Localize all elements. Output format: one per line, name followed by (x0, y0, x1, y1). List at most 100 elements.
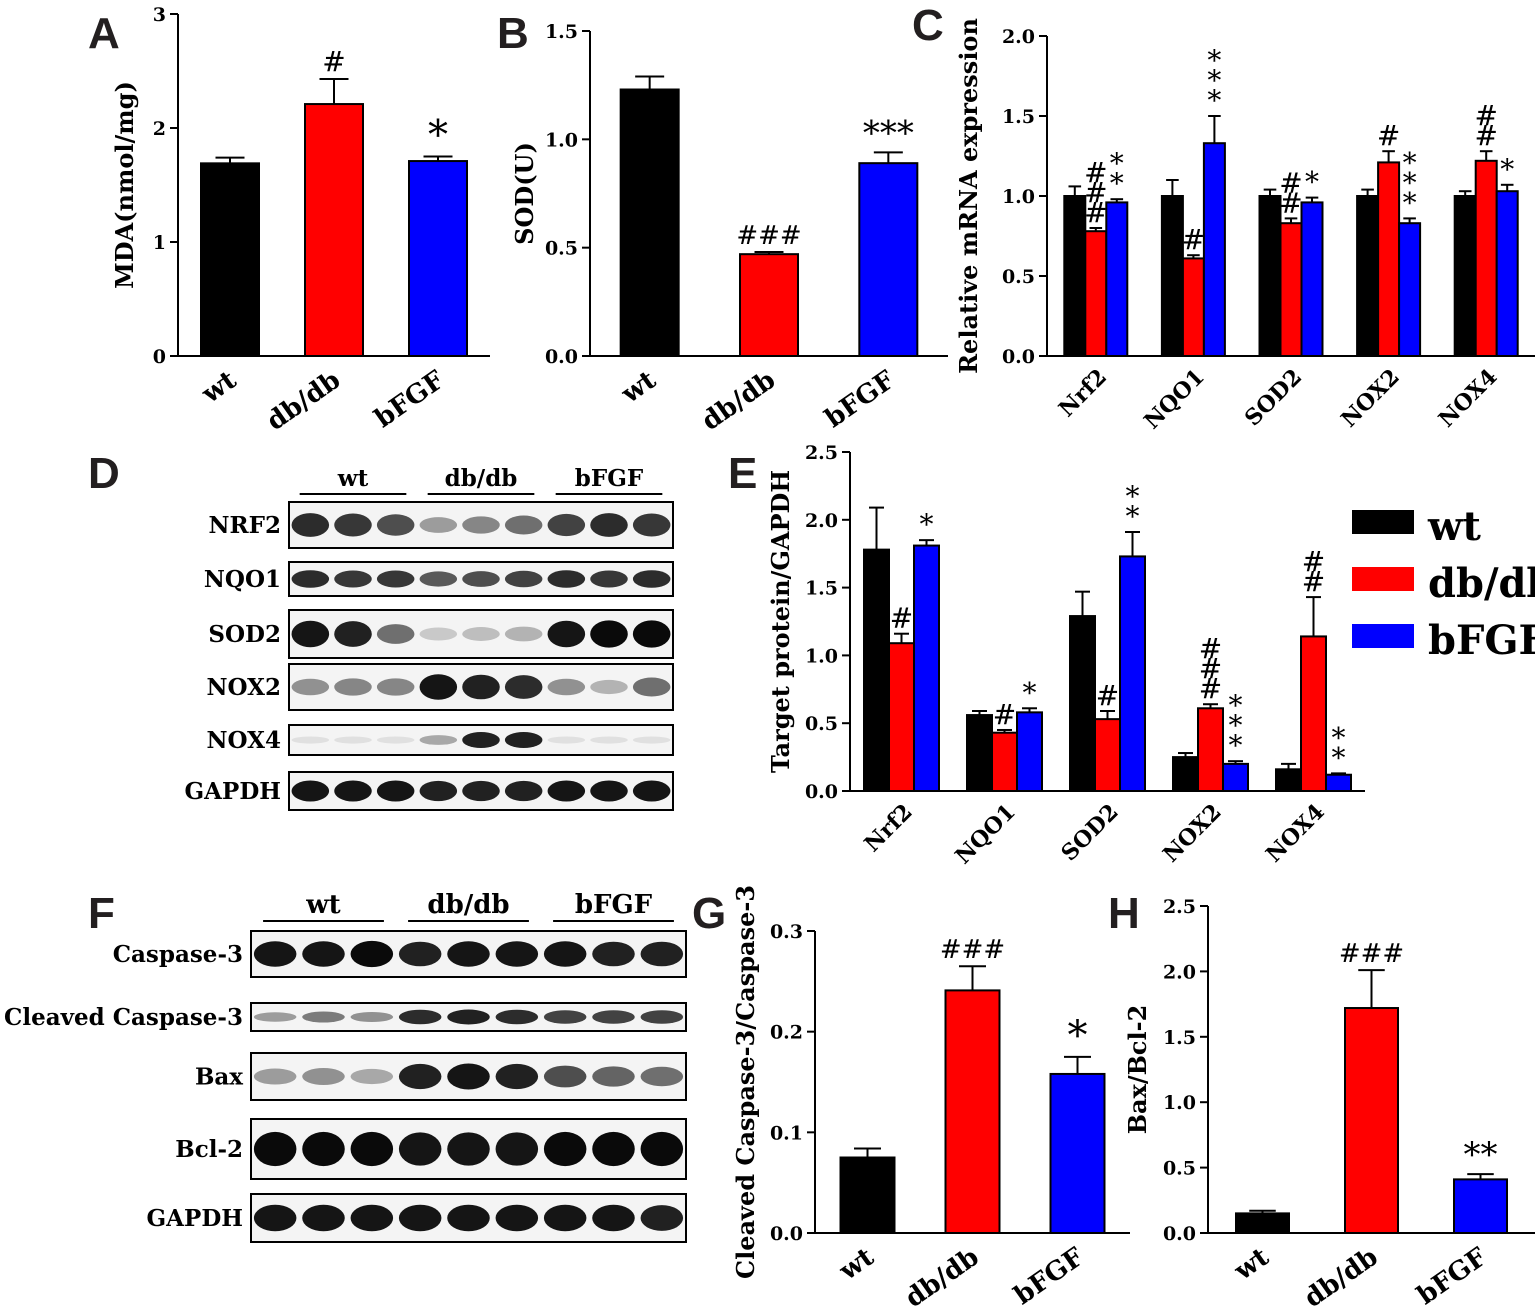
legend-label-bFGF: bFGF (1428, 617, 1535, 664)
blot-band-GAPDH (447, 1204, 490, 1232)
annotation-symbol: * (1403, 146, 1417, 179)
blot-band-Caspase-3 (398, 941, 442, 967)
blot-band-SOD2 (376, 624, 415, 644)
bar-C-SOD2-db/db (1279, 222, 1303, 357)
blot-band-Caspase-3 (253, 941, 297, 967)
blot-row-label-GAPDH: GAPDH (147, 1205, 243, 1232)
bar-C-NQO1-wt (1160, 195, 1184, 357)
bar-C-NOX2-db/db (1377, 161, 1401, 357)
bar-B-bFGF (858, 162, 919, 357)
blot-band-NOX2 (419, 674, 458, 700)
annotation-symbol: * (1110, 167, 1124, 200)
blot-band-NQO1 (419, 571, 458, 587)
blot-band-Cleaved Caspase-3 (592, 1010, 635, 1024)
bar-A-db/db (304, 103, 364, 357)
blot-band-NOX4 (632, 736, 671, 744)
annotation-symbol: * (1126, 500, 1140, 533)
bar-E-SOD2-bFGF (1119, 555, 1146, 792)
bar-G-wt (839, 1156, 896, 1234)
bar-C-Nrf2-db/db (1084, 230, 1108, 357)
legend-swatch-db/db (1352, 567, 1414, 591)
annotation-symbol: # (1084, 196, 1107, 229)
blot-band-NRF2 (334, 513, 372, 537)
annotation-A-bFGF: * (428, 113, 448, 159)
annotation-symbol: * (1332, 721, 1346, 754)
blot-band-NRF2 (376, 514, 415, 536)
bar-E-NOX2-wt (1172, 756, 1199, 792)
y-tick-label-E: 0.5 (805, 713, 838, 735)
blot-band-Cleaved Caspase-3 (350, 1011, 394, 1023)
blot-band-SOD2 (291, 620, 330, 648)
y-tick-label-E: 0.0 (805, 781, 838, 803)
panel-label-A: A (88, 9, 120, 58)
annotation-symbol: * (1403, 166, 1417, 199)
blot-band-NQO1 (632, 570, 671, 588)
y-axis-label-B: SOD(U) (510, 142, 539, 245)
y-tick-label-A: 0 (153, 346, 166, 368)
annotation-symbol: * (1403, 186, 1417, 219)
annotation-G-db/db: ### (940, 935, 1005, 965)
annotation-B-db/db: ### (736, 221, 801, 251)
blot-band-Bax (350, 1068, 394, 1085)
blot-F-western: wt db/db bFGF Caspase-3 Cleaved Caspase-3 Bax… (4, 890, 687, 1243)
legend-swatch-wt (1352, 510, 1414, 534)
y-tick-label-C: 1.0 (1002, 186, 1035, 208)
blot-band-NQO1 (291, 570, 330, 588)
annotation-C-SOD2-bFGF: * (1305, 166, 1319, 199)
bar-E-NOX2-bFGF (1222, 762, 1249, 793)
bar-E-NOX4-db/db (1300, 635, 1327, 793)
blot-row-label-GAPDH: GAPDH (185, 778, 281, 805)
blot-row-label-SOD2: SOD2 (208, 621, 281, 648)
blot-band-Caspase-3 (592, 941, 635, 967)
blot-band-GAPDH (547, 780, 586, 802)
annotation-B-bFGF: *** (863, 113, 914, 153)
blot-band-NRF2 (462, 516, 500, 534)
y-tick-label-C: 0.5 (1002, 266, 1035, 288)
annotation-C-Nrf2-db/db: ### (1084, 156, 1107, 229)
annotation-E-NOX2-db/db: ### (1199, 632, 1222, 705)
y-tick-label-H: 0.5 (1163, 1158, 1196, 1180)
annotation-symbol: # (1279, 166, 1302, 199)
y-axis-label-H: Bax/Bcl-2 (1123, 1005, 1152, 1135)
annotation-symbol: * (920, 508, 934, 541)
blot-band-NQO1 (590, 570, 628, 588)
blot-row-label-Bcl-2: Bcl-2 (175, 1136, 243, 1163)
category-label-A: bFGF (369, 365, 450, 434)
annotation-symbol: * (1332, 741, 1346, 774)
blot-band-NOX4 (334, 736, 372, 744)
bar-E-NOX4-bFGF (1325, 773, 1352, 793)
annotation-C-SOD2-db/db: ## (1279, 166, 1302, 219)
annotation-symbol: * (1110, 147, 1124, 180)
blot-band-Bax (447, 1063, 490, 1090)
group-label-wt: wt (305, 890, 340, 920)
bar-C-NOX4-db/db (1474, 159, 1498, 357)
blot-band-GAPDH (350, 1204, 394, 1232)
panel-label-B: B (497, 9, 529, 58)
blot-band-NOX4 (419, 735, 458, 745)
y-axis-label-G: Cleaved Caspase-3/Caspase-3 (731, 885, 760, 1279)
blot-band-Caspase-3 (495, 941, 539, 967)
category-label-E: NOX4 (1261, 799, 1330, 868)
annotation-E-NOX4-bFGF: ** (1332, 721, 1346, 774)
blot-band-NOX4 (376, 736, 415, 744)
annotation-E-NQO1-bFGF: * (1023, 676, 1037, 709)
bar-E-SOD2-wt (1069, 615, 1096, 792)
bar-E-NOX4-wt (1275, 768, 1302, 793)
bar-C-NQO1-db/db (1181, 257, 1205, 357)
annotation-symbol: * (1229, 729, 1243, 762)
group-label-bFGF: bFGF (575, 465, 644, 492)
bar-E-NQO1-wt (966, 714, 993, 793)
blot-band-GAPDH (302, 1204, 345, 1232)
annotation-C-NOX4-db/db: ## (1474, 99, 1497, 152)
bar-G-db/db (944, 989, 1001, 1234)
blot-band-NOX2 (376, 678, 415, 696)
bar-C-NOX2-wt (1356, 195, 1380, 357)
group-label-db/db: db/db (445, 465, 518, 492)
bar-H-wt (1235, 1212, 1290, 1235)
annotation-H-bFGF: ** (1464, 1135, 1498, 1175)
annotation-E-NOX2-bFGF: *** (1229, 689, 1243, 762)
y-tick-label-C: 2.0 (1002, 26, 1035, 48)
blot-band-NOX4 (462, 731, 500, 749)
category-label-G: db/db (900, 1242, 985, 1310)
